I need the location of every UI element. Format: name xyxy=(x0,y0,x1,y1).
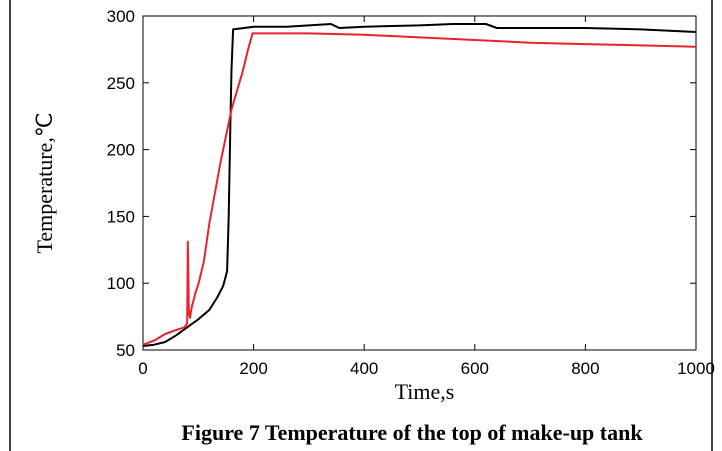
y-tick-label: 200 xyxy=(107,141,135,160)
y-tick-label: 100 xyxy=(107,274,135,293)
series-group xyxy=(142,23,697,347)
y-tick-label: 50 xyxy=(116,341,135,360)
figure-caption: Figure 7 Temperature of the top of make-… xyxy=(181,420,643,445)
series-line-2 xyxy=(142,32,697,346)
y-tick-label: 150 xyxy=(107,207,135,226)
y-axis-title: Temperature,℃ xyxy=(32,112,57,253)
x-tick-label: 800 xyxy=(571,359,599,378)
x-tick-label: 1000 xyxy=(677,359,715,378)
plot-frame xyxy=(142,15,697,351)
y-tick-label: 300 xyxy=(107,7,135,26)
x-tick-label: 600 xyxy=(461,359,489,378)
x-axis-title: Time,s xyxy=(395,379,455,404)
axis-ticks: 0 200 400 600 800 1000 50 100 150 200 250 300 xyxy=(107,7,715,378)
x-tick-label: 0 xyxy=(138,359,147,378)
series-line-1 xyxy=(142,23,697,347)
y-tick-label: 250 xyxy=(107,74,135,93)
x-tick-label: 400 xyxy=(350,359,378,378)
x-tick-label: 200 xyxy=(239,359,267,378)
